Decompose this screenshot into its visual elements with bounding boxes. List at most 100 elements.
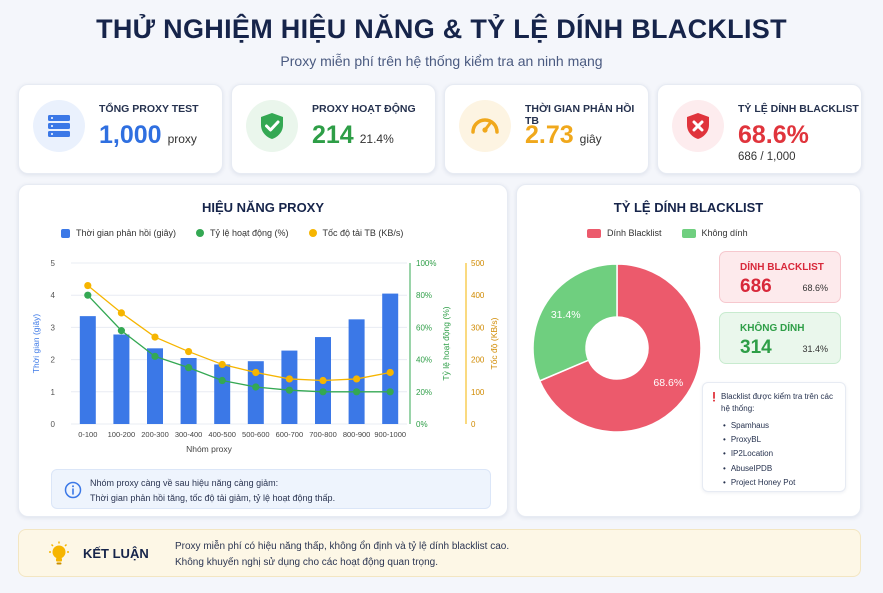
stat-value: 686 bbox=[740, 276, 772, 297]
speed-point bbox=[151, 333, 159, 341]
legend-swatch bbox=[587, 228, 601, 238]
y-tick-label: 2 bbox=[51, 356, 56, 365]
y-axis-title: Thời gian (giây) bbox=[31, 314, 41, 374]
kpi-unit: 21.4% bbox=[359, 132, 394, 146]
y2-tick-label: 0% bbox=[416, 420, 428, 429]
uptime-point bbox=[218, 376, 226, 385]
kpi-active-proxy: PROXY HOẠT ĐỘNG 214 21.4% bbox=[231, 84, 436, 174]
x-tick-label: 100-200 bbox=[108, 430, 136, 439]
page-title: THỬ NGHIỆM HIỆU NĂNG & TỶ LỆ DÍNH BLACKL… bbox=[96, 14, 787, 44]
uptime-point bbox=[319, 388, 327, 396]
legend-label: Tốc độ tải TB (KB/s) bbox=[322, 228, 404, 238]
y3-tick-label: 0 bbox=[471, 420, 476, 429]
performance-chart: 0 1 2 3 4 5 0% 20% 40% 60% 80% 100% 0 100 200 300 400 500… bbox=[31, 259, 499, 454]
speed-point bbox=[285, 375, 293, 383]
source-item: AbuseIPDB bbox=[723, 462, 795, 476]
y3-tick-label: 400 bbox=[471, 291, 485, 300]
x-tick-label: 0-100 bbox=[78, 430, 97, 439]
y3-tick-label: 500 bbox=[471, 259, 485, 268]
uptime-point bbox=[151, 352, 159, 360]
legend-item: Tỷ lệ hoạt động (%) bbox=[195, 228, 289, 238]
stat-blacklisted: DÍNH BLACKLIST 686 68.6% bbox=[719, 251, 841, 303]
sources-list: Spamhaus ProxyBL IP2Location AbuseIPDB P… bbox=[723, 419, 795, 490]
y-tick-label: 5 bbox=[51, 259, 56, 268]
x-tick-label: 600-700 bbox=[276, 430, 304, 439]
x-tick-label: 900-1000 bbox=[374, 430, 406, 439]
y2-tick-label: 40% bbox=[416, 356, 432, 365]
conclusion-line-2: Không khuyến nghị sử dụng cho các hoạt đ… bbox=[175, 557, 439, 568]
speed-point bbox=[218, 360, 226, 369]
speedometer-icon bbox=[459, 100, 511, 152]
y2-tick-label: 60% bbox=[416, 323, 432, 332]
y3-tick-label: 100 bbox=[471, 388, 485, 397]
bar bbox=[247, 361, 264, 424]
pie-slice bbox=[532, 263, 618, 382]
legend-label: Dính Blacklist bbox=[607, 228, 662, 238]
slice-label: 31.4% bbox=[551, 309, 581, 321]
slice-label: 68.6% bbox=[653, 377, 683, 389]
bar bbox=[348, 319, 365, 424]
blacklist-legend: Dính Blacklist Không dính bbox=[587, 228, 748, 238]
y-tick-label: 1 bbox=[51, 388, 56, 397]
uptime-point bbox=[84, 291, 92, 299]
legend-swatch bbox=[681, 228, 696, 238]
x-axis-title: Nhóm proxy bbox=[186, 444, 233, 454]
uptime-point bbox=[185, 364, 193, 372]
shield-x-icon bbox=[672, 100, 724, 152]
speed-point bbox=[319, 376, 327, 385]
legend-item: Không dính bbox=[681, 228, 748, 238]
bar bbox=[113, 334, 130, 424]
uptime-line bbox=[87, 294, 391, 393]
pie-slice bbox=[538, 263, 702, 433]
legend-swatch bbox=[61, 228, 70, 238]
uptime-point bbox=[353, 388, 361, 396]
blacklist-title: TỶ LỆ DÍNH BLACKLIST bbox=[613, 200, 764, 215]
y-tick-label: 0 bbox=[51, 420, 56, 429]
x-tick-label: 400-500 bbox=[208, 430, 236, 439]
uptime-point bbox=[386, 388, 394, 396]
kpi-unit: giây bbox=[579, 132, 602, 146]
kpi-label: THỜI GIAN PHẢN HỒI TB bbox=[525, 103, 635, 127]
kpi-label: TỶ LỆ DÍNH BLACKLIST bbox=[738, 103, 859, 115]
note-line-2: Thời gian phản hồi tăng, tốc độ tải giảm… bbox=[90, 493, 336, 503]
legend-label: Thời gian phản hồi (giây) bbox=[76, 228, 176, 238]
x-tick-label: 200-300 bbox=[141, 430, 169, 439]
info-note: Nhóm proxy càng về sau hiệu năng càng gi… bbox=[51, 469, 491, 509]
info-icon bbox=[64, 481, 82, 499]
kpi-label: PROXY HOẠT ĐỘNG bbox=[312, 103, 416, 115]
y2-tick-label: 20% bbox=[416, 388, 432, 397]
uptime-point bbox=[252, 383, 260, 391]
bar bbox=[214, 364, 231, 424]
y2-tick-label: 80% bbox=[416, 291, 432, 300]
legend-item: Thời gian phản hồi (giây) bbox=[61, 228, 176, 238]
bar bbox=[180, 357, 197, 424]
stat-label: KHÔNG DÍNH bbox=[740, 323, 805, 334]
performance-panel: HIỆU NĂNG PROXY Thời gian phản hồi (giây… bbox=[18, 184, 508, 517]
stat-value: 314 bbox=[740, 337, 772, 358]
source-item: Spamhaus bbox=[723, 419, 795, 433]
speed-point bbox=[252, 368, 260, 377]
y-tick-label: 3 bbox=[51, 323, 56, 332]
source-item: IP2Location bbox=[723, 447, 795, 461]
server-icon bbox=[33, 100, 85, 152]
legend-label: Tỷ lệ hoạt động (%) bbox=[209, 228, 289, 238]
legend-swatch bbox=[308, 229, 317, 237]
kpi-value: 1,000 bbox=[99, 121, 162, 149]
bar bbox=[79, 316, 96, 424]
kpi-unit: proxy bbox=[167, 132, 197, 146]
blacklist-sources: Blacklist được kiểm tra trên các hệ thốn… bbox=[702, 382, 846, 492]
legend-item: Dính Blacklist bbox=[587, 228, 662, 238]
stat-clean: KHÔNG DÍNH 314 31.4% bbox=[719, 312, 841, 364]
page-subtitle: Proxy miễn phí trên hệ thống kiểm tra an… bbox=[280, 53, 603, 69]
kpi-total-proxy: TỔNG PROXY TEST 1,000 proxy bbox=[18, 84, 223, 174]
stat-percent: 31.4% bbox=[802, 344, 828, 354]
stat-percent: 68.6% bbox=[802, 283, 828, 293]
kpi-value: 2.73 bbox=[525, 121, 574, 149]
uptime-point bbox=[285, 386, 293, 394]
kpi-value: 214 bbox=[312, 121, 354, 149]
conclusion-line-1: Proxy miễn phí có hiệu năng thấp, không … bbox=[175, 541, 510, 552]
legend-swatch bbox=[195, 229, 204, 237]
y3-tick-label: 200 bbox=[471, 356, 485, 365]
speed-point bbox=[185, 347, 193, 356]
x-tick-label: 500-600 bbox=[242, 430, 270, 439]
